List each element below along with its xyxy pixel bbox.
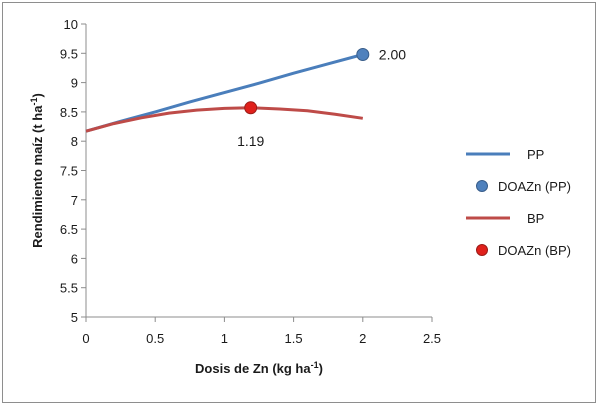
- x-tick-label: 0: [82, 331, 89, 346]
- legend-swatch-doazn-pp-marker: [476, 180, 488, 192]
- chart-frame: [2, 2, 596, 403]
- data-point-doazn-pp: [356, 47, 370, 61]
- legend-item-bp: BP: [466, 211, 544, 226]
- plot-area: 0 0.5 1 1.5 2 2.5 5 5.5 6 6.5 7 7.5 8 8.5 9 9.5 10 2.00…: [60, 17, 441, 346]
- series-line-bp: [85, 106, 364, 133]
- y-tick-label: 10: [64, 17, 78, 32]
- data-label-doazn-pp: 2.00: [379, 46, 406, 62]
- x-tick-label: 2.5: [423, 331, 441, 346]
- y-axis-ticks: 5 5.5 6 6.5 7 7.5 8 8.5 9 9.5 10: [60, 17, 86, 325]
- series-line-pp: [85, 53, 364, 133]
- legend: PP DOAZn (PP) BP DOAZn (BP): [466, 147, 571, 258]
- series-layer: [85, 47, 370, 133]
- legend-item-pp: PP: [466, 147, 544, 162]
- x-axis-title: Dosis de Zn (kg ha-1): [195, 360, 323, 376]
- legend-label-doazn-bp: DOAZn (BP): [498, 243, 571, 258]
- y-tick-label: 8.5: [60, 105, 78, 120]
- y-tick-label: 6.5: [60, 222, 78, 237]
- legend-item-doazn-pp: DOAZn (PP): [476, 179, 571, 194]
- legend-label-bp: BP: [527, 211, 544, 226]
- y-tick-label: 9.5: [60, 46, 78, 61]
- x-tick-label: 1: [221, 331, 228, 346]
- data-point-doazn-bp: [244, 101, 258, 115]
- y-axis-title: Rendimiento maíz (t ha-1): [29, 93, 45, 248]
- x-tick-label: 0.5: [146, 331, 164, 346]
- annotation-layer: 2.00 1.19: [237, 46, 406, 148]
- y-tick-label: 5: [71, 310, 78, 325]
- x-tick-label: 2: [359, 331, 366, 346]
- legend-label-pp: PP: [527, 147, 544, 162]
- x-axis-ticks: 0 0.5 1 1.5 2 2.5: [82, 317, 441, 346]
- y-tick-label: 7.5: [60, 164, 78, 179]
- legend-swatch-doazn-bp-marker: [476, 244, 488, 256]
- legend-item-doazn-bp: DOAZn (BP): [476, 243, 571, 258]
- y-tick-label: 9: [71, 76, 78, 91]
- data-label-doazn-bp: 1.19: [237, 133, 264, 149]
- y-tick-label: 7: [71, 193, 78, 208]
- y-tick-label: 6: [71, 251, 78, 266]
- legend-label-doazn-pp: DOAZn (PP): [498, 179, 571, 194]
- y-tick-label: 8: [71, 134, 78, 149]
- y-tick-label: 5.5: [60, 281, 78, 296]
- x-tick-label: 1.5: [285, 331, 303, 346]
